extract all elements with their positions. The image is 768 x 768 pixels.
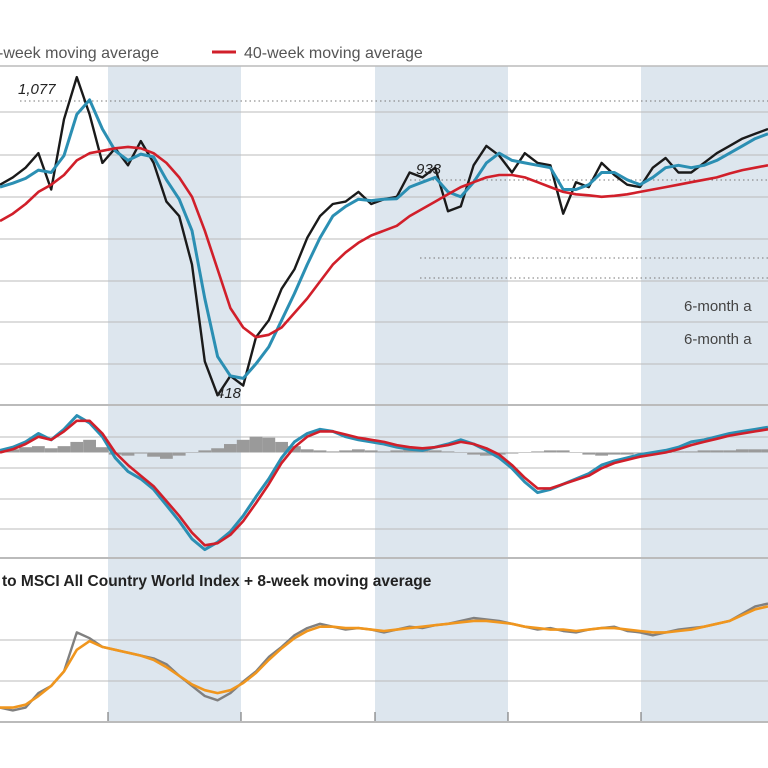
histogram-bar-21: [262, 437, 276, 453]
histogram-bar-11: [134, 452, 148, 454]
histogram-bar-32: [403, 449, 416, 453]
histogram-bar-42: [531, 451, 544, 453]
histogram-bar-24: [300, 449, 314, 453]
histogram-bar-26: [326, 451, 340, 453]
histogram-bar-43: [544, 450, 557, 453]
relative-panel: [0, 602, 768, 712]
histogram-bar-22: [275, 441, 288, 453]
histogram-bar-44: [556, 450, 570, 453]
shaded-periods: [107, 66, 768, 722]
histogram-bar-54: [684, 451, 698, 453]
legend: -week moving average 40-week moving aver…: [0, 45, 423, 62]
histogram-bar-17: [211, 448, 224, 453]
histogram-bar-41: [518, 452, 532, 453]
histogram-bar-50: [633, 452, 647, 454]
histogram-bar-3: [32, 446, 45, 453]
histogram-bar-35: [441, 451, 455, 453]
histogram-bar-40: [505, 452, 519, 454]
histogram-bar-4: [44, 448, 58, 453]
peak2-label: 933: [416, 161, 442, 178]
histogram-bar-14: [172, 452, 186, 456]
histogram-bar-38: [480, 452, 493, 456]
histogram-bar-56: [710, 450, 724, 453]
legend-label-short-ma: -week moving average: [0, 45, 159, 62]
histogram-bar-28: [352, 449, 365, 453]
histogram-bar-27: [339, 450, 352, 453]
histogram-bar-49: [620, 452, 634, 455]
histogram-bar-10: [121, 452, 135, 456]
histogram-bar-57: [723, 450, 736, 453]
histogram-bar-34: [428, 450, 442, 453]
relative-panel-title: to MSCI All Country World Index + 8-week…: [2, 573, 432, 590]
histogram-bar-15: [185, 452, 199, 453]
histogram-bar-31: [390, 450, 404, 453]
histogram-bar-6: [70, 441, 84, 453]
histogram-bar-60: [761, 449, 768, 453]
low-label: 418: [216, 385, 242, 402]
histogram-bar-7: [83, 439, 96, 453]
histogram-bar-23: [288, 446, 301, 453]
histogram-bar-37: [467, 452, 480, 455]
price-panel: [0, 75, 768, 397]
high-label: 1,077: [18, 81, 56, 98]
long-ma-line: [0, 145, 768, 339]
gridlines: [0, 65, 768, 723]
legend-label-long-ma: 40-week moving average: [244, 45, 423, 62]
shaded-band-2: [375, 66, 508, 722]
histogram-bar-25: [313, 450, 327, 453]
histogram-bar-1: [6, 449, 20, 453]
histogram-bar-59: [748, 449, 762, 453]
histogram-bar-55: [697, 450, 711, 453]
histogram-bar-29: [364, 450, 378, 453]
histogram-bar-46: [582, 452, 596, 455]
histogram-bar-48: [608, 452, 621, 455]
histogram-bar-20: [249, 436, 263, 453]
histogram-bar-45: [569, 452, 583, 453]
histogram-bar-53: [672, 451, 685, 453]
short-ma-line: [0, 98, 768, 380]
histogram-bar-12: [147, 452, 160, 457]
histogram-bar-8: [96, 447, 109, 453]
histogram-bar-2: [19, 447, 32, 453]
histogram-bar-58: [736, 449, 749, 453]
histogram-bar-16: [198, 450, 212, 453]
histogram-bar-36: [454, 452, 468, 453]
histogram-bar-13: [160, 452, 173, 459]
histogram-bar-30: [377, 451, 391, 453]
histogram-bar-5: [57, 446, 71, 453]
side-label-1: 6-month a: [684, 298, 752, 315]
side-label-2: 6-month a: [684, 331, 752, 348]
histogram-bar-18: [224, 444, 237, 453]
histogram-bar-47: [595, 452, 608, 456]
histogram-bar-19: [236, 439, 250, 453]
momentum-panel: [0, 414, 768, 552]
